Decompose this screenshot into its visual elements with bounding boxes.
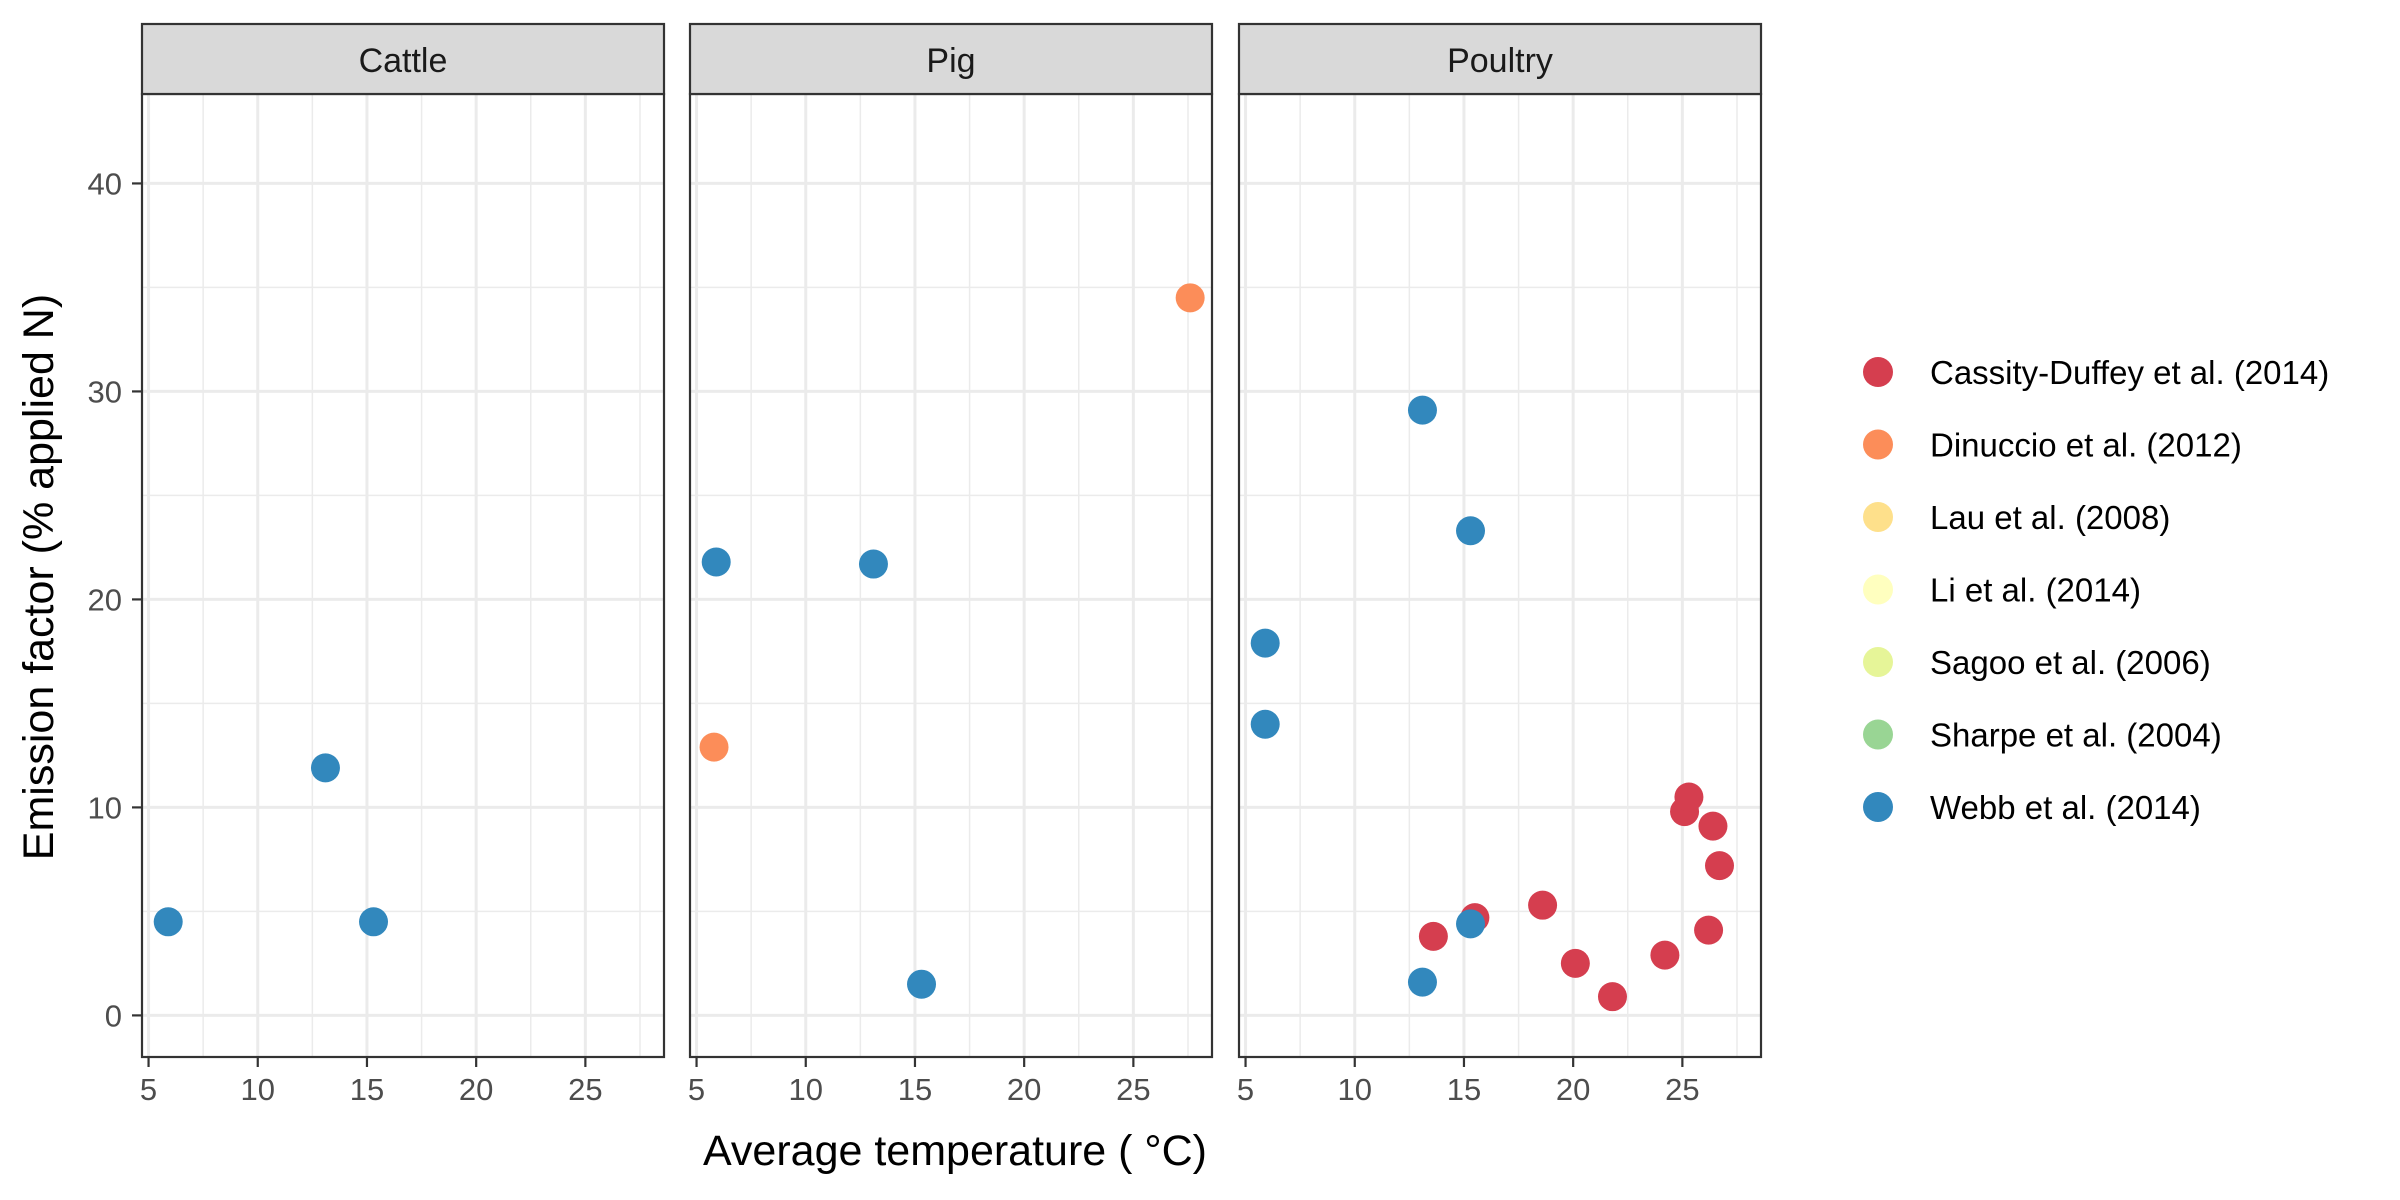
x-tick-label: 25 — [1665, 1072, 1699, 1107]
x-tick-label: 15 — [350, 1072, 384, 1107]
data-point — [310, 753, 340, 783]
x-tick-label: 25 — [1116, 1072, 1150, 1107]
data-point — [1597, 982, 1627, 1012]
data-point — [1694, 915, 1724, 945]
panel-poultry: Poultry 5 10 15 20 25 — [1237, 22, 1763, 1107]
legend-label: Li et al. (2014) — [1930, 572, 2141, 609]
panel-background — [1239, 94, 1761, 1057]
x-tick-label: 10 — [1338, 1072, 1372, 1107]
x-tick-label: 20 — [1007, 1072, 1041, 1107]
x-tick-label: 15 — [1447, 1072, 1481, 1107]
data-point — [359, 907, 389, 937]
panel-cattle: Cattle 5 10 15 20 25 0 10 20 30 40 — [88, 22, 666, 1107]
data-point — [1250, 709, 1280, 739]
legend-item: Dinuccio et al. (2012) — [1863, 427, 2242, 464]
legend-key — [1863, 357, 1893, 387]
facet-strip — [1237, 22, 1763, 96]
legend-key — [1863, 502, 1893, 532]
data-point — [1674, 782, 1704, 812]
legend-item: Cassity-Duffey et al. (2014) — [1863, 354, 2329, 391]
x-tick-label: 20 — [459, 1072, 493, 1107]
x-tick-label: 10 — [241, 1072, 275, 1107]
data-point — [1456, 516, 1486, 546]
legend-key — [1863, 719, 1893, 750]
x-tick-label: 5 — [140, 1072, 157, 1107]
data-point — [701, 547, 731, 577]
data-point — [1698, 811, 1728, 841]
x-tick-label: 15 — [898, 1072, 932, 1107]
facet-strip-label: Cattle — [359, 42, 448, 80]
data-point — [153, 907, 183, 937]
data-point — [1705, 851, 1735, 881]
data-point — [1407, 395, 1437, 425]
data-point — [1418, 921, 1448, 951]
legend-label: Lau et al. (2008) — [1930, 499, 2170, 536]
legend-item: Lau et al. (2008) — [1863, 499, 2170, 536]
legend-label: Webb et al. (2014) — [1930, 789, 2201, 826]
legend-item: Li et al. (2014) — [1863, 572, 2141, 609]
x-tick-label: 25 — [568, 1072, 602, 1107]
legend-key — [1863, 792, 1893, 822]
facet-strip — [688, 22, 1214, 96]
legend-item: Sagoo et al. (2006) — [1863, 644, 2211, 681]
legend-label: Cassity-Duffey et al. (2014) — [1930, 354, 2329, 391]
panel-background — [690, 94, 1212, 1057]
facet-strip-label: Pig — [926, 42, 975, 80]
data-point — [1456, 909, 1486, 939]
data-point — [1250, 628, 1280, 658]
y-tick-label: 30 — [88, 374, 122, 409]
facet-strip-label: Poultry — [1447, 42, 1553, 80]
data-point — [858, 549, 888, 579]
data-point — [1560, 948, 1590, 978]
data-point — [699, 732, 729, 762]
panel-pig: Pig 5 10 15 20 25 — [688, 22, 1214, 1107]
data-point — [907, 969, 937, 999]
data-point — [1175, 283, 1205, 313]
data-point — [1528, 890, 1558, 920]
x-tick-label: 20 — [1556, 1072, 1590, 1107]
facet-strip — [140, 22, 666, 96]
x-tick-label: 10 — [789, 1072, 823, 1107]
legend-label: Dinuccio et al. (2012) — [1930, 427, 2242, 464]
legend-label: Sharpe et al. (2004) — [1930, 717, 2222, 754]
x-axis-title: Average temperature ( °C) — [703, 1127, 1207, 1175]
y-axis-title: Emission factor (% applied N) — [15, 294, 63, 860]
legend-item: Sharpe et al. (2004) — [1863, 717, 2222, 754]
x-tick-label: 5 — [688, 1072, 705, 1107]
data-point — [1407, 967, 1437, 997]
legend-item: Webb et al. (2014) — [1863, 789, 2201, 826]
data-point — [1650, 940, 1680, 970]
legend-key — [1863, 429, 1893, 460]
y-tick-label: 10 — [88, 790, 122, 825]
y-tick-label: 0 — [105, 998, 122, 1033]
legend-key — [1863, 574, 1893, 605]
y-tick-label: 20 — [88, 582, 122, 617]
legend: Cassity-Duffey et al. (2014) Dinuccio et … — [1863, 354, 2329, 826]
y-tick-label: 40 — [88, 166, 122, 201]
legend-label: Sagoo et al. (2006) — [1930, 644, 2211, 681]
panel-background — [142, 94, 664, 1057]
x-tick-label: 5 — [1237, 1072, 1254, 1107]
legend-key — [1863, 647, 1893, 677]
